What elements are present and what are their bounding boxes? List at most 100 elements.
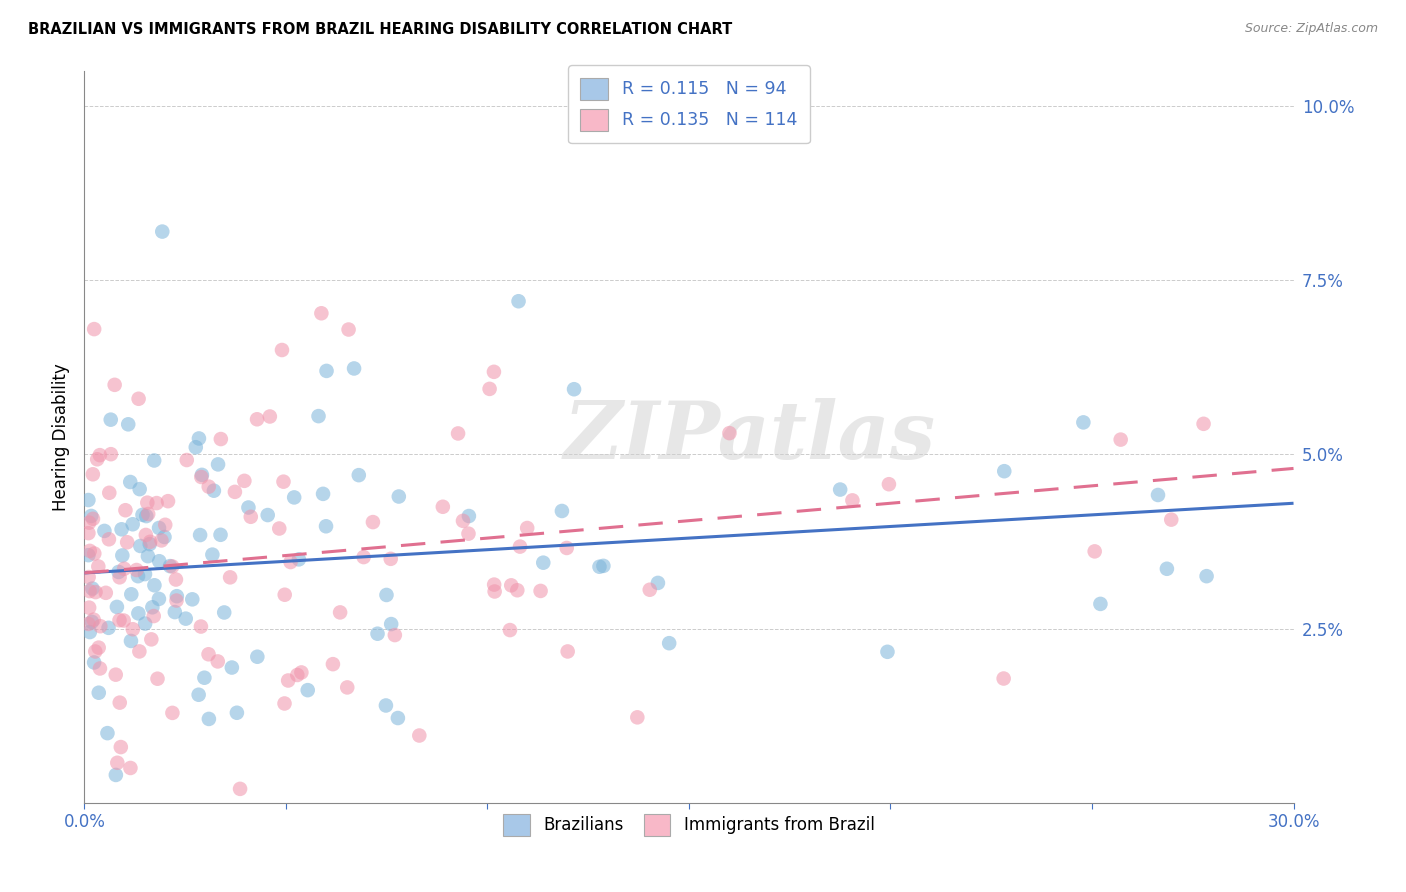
Point (128, 482, 150, 496)
Point (202, 483, 225, 498)
Point (337, 322, 360, 336)
Point (84, 644, 107, 658)
Point (127, 569, 149, 583)
Point (209, 528, 232, 542)
Point (506, 583, 529, 598)
Point (297, 683, 319, 698)
Point (1084, 544, 1107, 558)
Point (79, 625, 101, 640)
Point (146, 672, 169, 686)
Point (288, 552, 311, 566)
Point (478, 382, 501, 396)
Point (148, 521, 170, 535)
Point (188, 528, 211, 542)
Point (1195, 569, 1218, 583)
Point (190, 619, 212, 633)
Point (134, 616, 156, 631)
Point (104, 667, 127, 681)
Point (207, 458, 229, 472)
Point (280, 555, 302, 569)
Point (131, 508, 153, 522)
Point (104, 377, 127, 392)
Point (387, 711, 409, 725)
Point (830, 483, 852, 497)
Point (212, 606, 235, 620)
Point (162, 706, 184, 720)
Point (77, 570, 100, 584)
Point (148, 554, 170, 568)
Point (1109, 433, 1132, 447)
Point (336, 681, 359, 695)
Point (97, 533, 120, 547)
Point (1160, 513, 1182, 527)
Point (136, 507, 159, 521)
Point (184, 440, 207, 454)
Point (107, 565, 129, 579)
Point (155, 517, 177, 532)
Point (89, 448, 111, 462)
Point (115, 535, 138, 549)
Point (136, 549, 159, 563)
Point (162, 559, 184, 574)
Point (120, 587, 142, 601)
Point (380, 552, 402, 566)
Point (153, 530, 176, 544)
Point (273, 697, 295, 711)
Point (80, 615, 103, 629)
Point (128, 392, 150, 406)
Point (201, 548, 224, 562)
Point (408, 729, 430, 743)
Point (108, 613, 131, 627)
Point (110, 522, 132, 536)
Point (142, 609, 165, 624)
Point (1156, 562, 1178, 576)
Point (312, 487, 335, 501)
Point (271, 343, 294, 357)
Point (87, 686, 110, 700)
Point (187, 688, 209, 702)
Point (993, 464, 1015, 478)
Point (96, 726, 118, 740)
Point (83, 547, 105, 561)
Point (482, 365, 505, 379)
Point (239, 509, 262, 524)
Point (193, 671, 215, 685)
Point (136, 496, 159, 510)
Point (77, 616, 100, 631)
Point (353, 550, 375, 565)
Point (588, 559, 610, 574)
Point (100, 447, 122, 461)
Point (374, 698, 396, 713)
Point (134, 567, 156, 582)
Point (555, 541, 578, 555)
Point (207, 655, 229, 669)
Point (141, 632, 163, 647)
Text: ZIPatlas: ZIPatlas (564, 399, 935, 475)
Point (224, 484, 246, 499)
Point (166, 593, 188, 607)
Point (86, 452, 108, 467)
Point (285, 668, 308, 682)
Point (93, 524, 115, 538)
Text: Source: ZipAtlas.com: Source: ZipAtlas.com (1244, 22, 1378, 36)
Point (135, 528, 157, 542)
Point (108, 570, 131, 584)
Point (157, 494, 180, 508)
Point (658, 636, 681, 650)
Point (108, 696, 131, 710)
Point (128, 644, 150, 658)
Point (388, 490, 411, 504)
Point (120, 475, 142, 489)
Point (89, 661, 111, 675)
Point (246, 649, 269, 664)
Point (125, 563, 148, 577)
Point (112, 614, 135, 628)
Point (77, 493, 100, 508)
Point (190, 470, 212, 484)
Point (499, 623, 522, 637)
Point (120, 634, 142, 648)
Point (259, 409, 281, 424)
Point (273, 475, 295, 489)
Point (343, 361, 366, 376)
Point (432, 500, 454, 514)
